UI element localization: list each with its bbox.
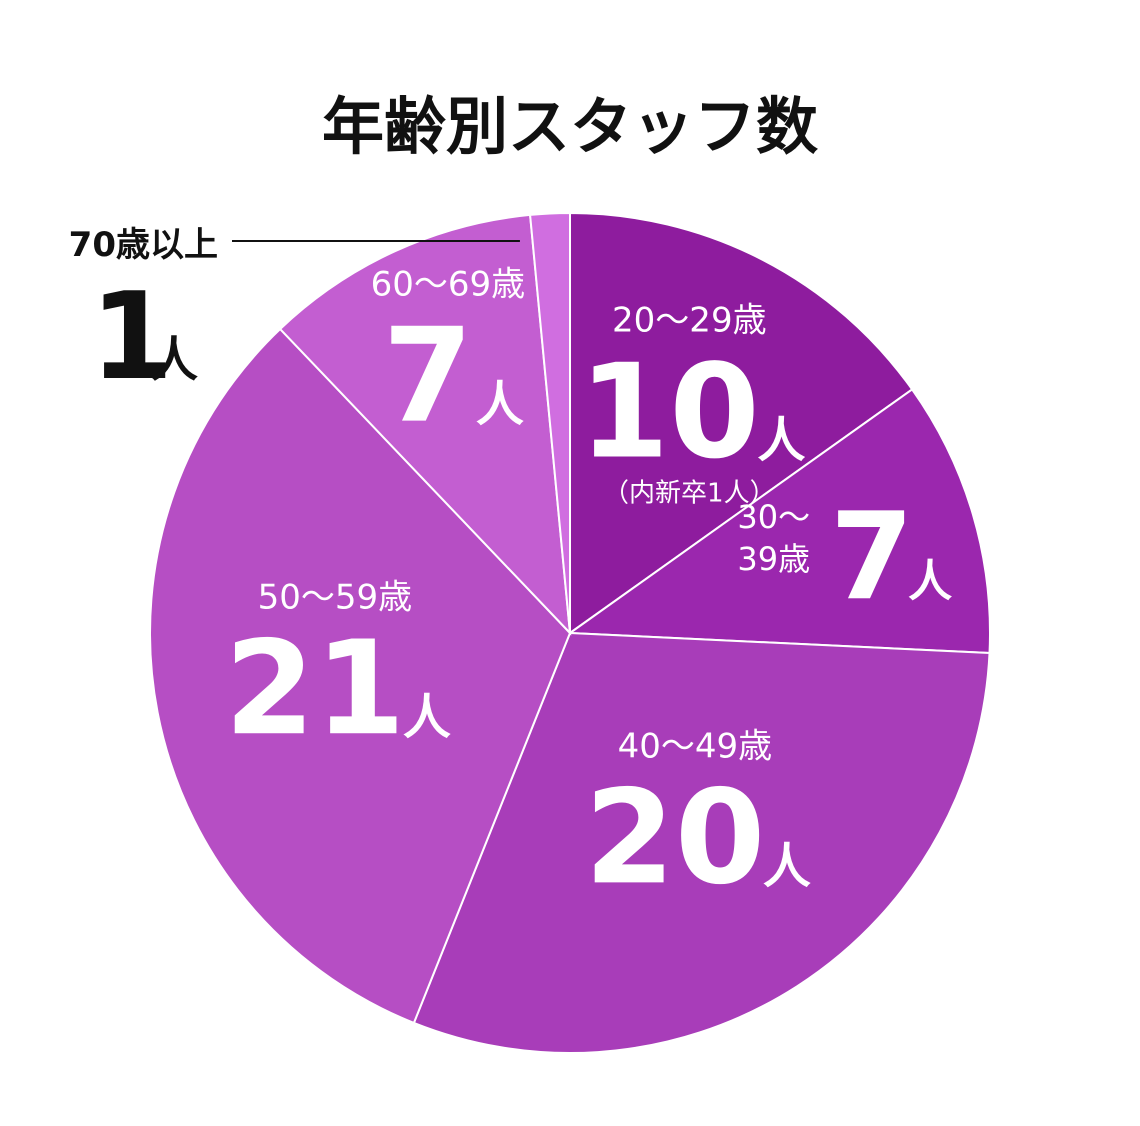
slice-label-age: 30〜 (737, 498, 810, 536)
slice-label-age: 70歳以上 (69, 225, 218, 265)
slice-label-value: 21 (224, 612, 405, 764)
slice-3-wedge (412, 631, 991, 1054)
slice-label-age: 40〜49歳 (618, 726, 773, 766)
slice-label-age: 20〜29歳 (612, 301, 767, 341)
slice-label-note: （内新卒1人） (603, 479, 776, 509)
slice-label-value: 1 (90, 268, 174, 407)
chart-title: 年齢別スタッフ数 (322, 90, 818, 163)
slice-label-unit: 人 (476, 377, 524, 433)
slice-label-unit: 人 (908, 556, 952, 607)
slice-5-wedge (278, 213, 572, 636)
slice-label-age: 39歳 (737, 540, 810, 578)
slice-label-unit: 人 (403, 689, 451, 745)
slice-label-value: 7 (830, 488, 914, 627)
slice-label-value: 10 (579, 336, 760, 488)
slice-label-value: 20 (584, 761, 765, 913)
slice-2-wedge (567, 387, 991, 655)
slice-4-wedge (149, 327, 572, 1025)
slice-label-age: 50〜59歳 (258, 577, 413, 617)
slice-label-unit: 人 (757, 413, 805, 469)
pie-slices (149, 211, 991, 1054)
slice-6-wedge (528, 211, 571, 634)
slice-label-value: 7 (383, 300, 473, 452)
slice-label-age: 60〜69歳 (371, 265, 526, 305)
slice-2-label: 30〜 39歳 7人 (737, 488, 952, 627)
slice-label-unit: 人 (763, 838, 811, 894)
slice-1-wedge (569, 211, 914, 635)
slice-label-unit: 人 (150, 332, 198, 388)
